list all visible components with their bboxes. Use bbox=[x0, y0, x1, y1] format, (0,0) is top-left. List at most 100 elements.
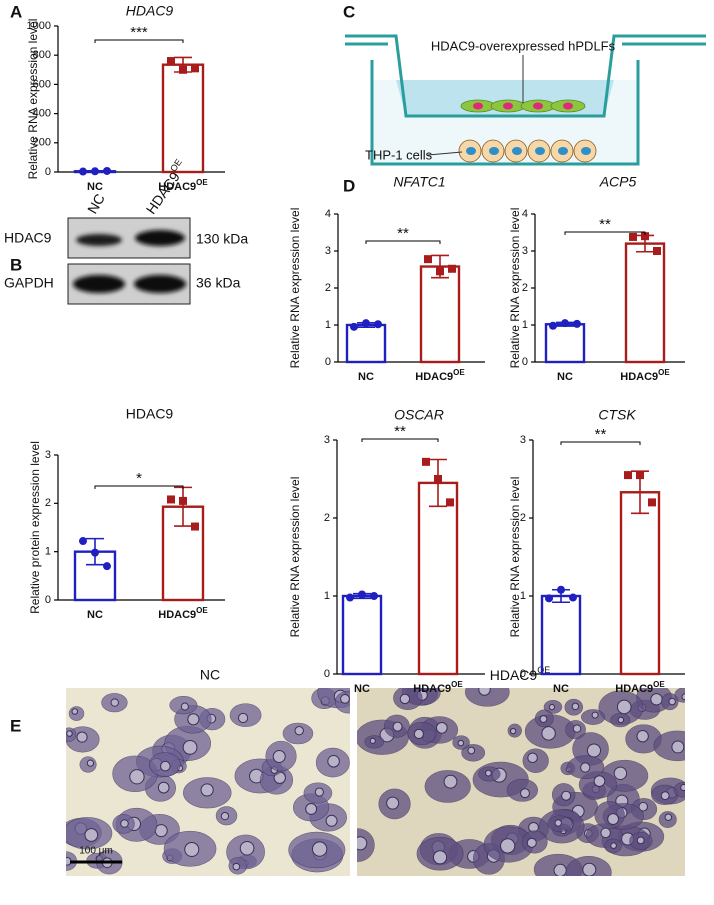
data-point bbox=[103, 562, 111, 571]
bar bbox=[417, 481, 459, 676]
lane-label: NC bbox=[84, 191, 108, 217]
data-point bbox=[446, 498, 454, 507]
nucleus bbox=[467, 746, 476, 755]
data-point bbox=[346, 593, 354, 602]
y-axis-label: Relative RNA expression level bbox=[508, 477, 522, 638]
y-axis-label: Relative protein expression level bbox=[28, 441, 42, 614]
bar bbox=[419, 265, 461, 364]
x-tick-label: NC bbox=[553, 683, 569, 695]
chart-title: OSCAR bbox=[394, 407, 444, 423]
panel-letter: D bbox=[343, 176, 355, 195]
data-point bbox=[167, 495, 175, 504]
nucleus bbox=[187, 713, 200, 726]
cells bbox=[458, 99, 597, 163]
nucleus bbox=[561, 790, 572, 801]
data-point bbox=[573, 319, 581, 328]
y-tick-label: 4 bbox=[522, 208, 528, 220]
nucleus bbox=[638, 801, 648, 812]
nucleus bbox=[76, 731, 88, 743]
nucleus bbox=[66, 857, 72, 866]
nucleus bbox=[572, 724, 582, 733]
bar bbox=[544, 323, 586, 364]
significance-bracket bbox=[564, 231, 646, 235]
nucleus bbox=[129, 769, 145, 785]
significance-label: ** bbox=[397, 225, 409, 242]
data-point bbox=[629, 232, 637, 241]
data-point bbox=[424, 255, 432, 264]
data-point bbox=[103, 166, 111, 175]
image-label-main: HDAC9 bbox=[490, 667, 538, 683]
nucleus bbox=[473, 102, 483, 110]
diagram-label: HDAC9-overexpressed hPDLFs bbox=[431, 38, 616, 53]
nucleus bbox=[664, 813, 673, 821]
nucleus bbox=[668, 697, 676, 706]
y-tick-label: 3 bbox=[520, 434, 526, 446]
nucleus bbox=[636, 836, 645, 845]
nucleus bbox=[305, 803, 318, 815]
nucleus bbox=[238, 712, 249, 724]
data-point bbox=[358, 590, 366, 599]
y-tick-label: 2 bbox=[45, 497, 51, 509]
nucleus bbox=[485, 769, 492, 777]
micrograph-cells bbox=[66, 688, 350, 875]
y-axis-label: Relative RNA expression level bbox=[26, 19, 40, 180]
nucleus bbox=[636, 730, 649, 743]
x-tick-label-sup: OE bbox=[196, 606, 208, 615]
y-axis-label: Relative RNA expression level bbox=[288, 208, 302, 369]
data-point bbox=[79, 537, 87, 546]
cell bbox=[464, 688, 510, 707]
x-tick-label-main: HDAC9 bbox=[158, 609, 196, 621]
nucleus bbox=[443, 774, 458, 789]
data-point bbox=[191, 522, 199, 531]
significance-bracket bbox=[361, 438, 439, 442]
x-tick-label: HDAC9OE bbox=[158, 178, 208, 193]
nucleus bbox=[548, 704, 556, 711]
x-tick-label-main: NC bbox=[557, 371, 573, 383]
nucleus bbox=[586, 743, 602, 758]
nucleus bbox=[392, 721, 403, 732]
nucleus bbox=[558, 147, 568, 155]
data-point bbox=[624, 471, 632, 480]
x-tick-label: NC bbox=[87, 609, 103, 621]
x-tick-label: NC bbox=[557, 371, 573, 383]
nucleus bbox=[478, 688, 491, 696]
scale-label: 100 μm bbox=[79, 846, 113, 857]
data-point bbox=[374, 320, 382, 329]
blot-band bbox=[135, 230, 185, 246]
significance-bracket bbox=[365, 240, 441, 244]
x-tick-label: NC bbox=[358, 371, 374, 383]
x-tick-label-main: HDAC9 bbox=[415, 371, 453, 383]
x-tick-label-sup: OE bbox=[658, 368, 670, 377]
y-tick-label: 1 bbox=[522, 319, 528, 331]
nucleus bbox=[535, 147, 545, 155]
data-point bbox=[569, 593, 577, 602]
nucleus bbox=[671, 740, 685, 754]
nucleus bbox=[432, 850, 448, 865]
x-tick-label-main: NC bbox=[553, 683, 569, 695]
y-tick-label: 2 bbox=[522, 282, 528, 294]
x-tick-label-main: NC bbox=[354, 683, 370, 695]
significance-bracket bbox=[560, 441, 641, 445]
data-point bbox=[91, 167, 99, 176]
nucleus bbox=[66, 730, 73, 737]
nucleus bbox=[120, 819, 129, 828]
y-tick-label: 200 bbox=[33, 137, 51, 149]
bar bbox=[540, 594, 582, 676]
nucleus bbox=[220, 811, 230, 821]
nucleus bbox=[660, 791, 670, 801]
y-tick-label: 1 bbox=[520, 590, 526, 602]
bar bbox=[341, 594, 383, 676]
nucleus bbox=[600, 827, 611, 839]
x-tick-label-main: NC bbox=[87, 609, 103, 621]
nucleus bbox=[581, 147, 591, 155]
data-point bbox=[179, 65, 187, 74]
nucleus bbox=[357, 836, 368, 851]
x-tick-label: HDAC9OE bbox=[615, 680, 665, 695]
significance-label: * bbox=[136, 470, 142, 487]
nucleus bbox=[314, 787, 324, 797]
x-tick-label: HDAC9OE bbox=[158, 606, 208, 621]
y-tick-label: 4 bbox=[325, 208, 331, 220]
significance-bracket bbox=[94, 485, 184, 489]
y-tick-label: 1 bbox=[325, 319, 331, 331]
data-point bbox=[653, 247, 661, 255]
